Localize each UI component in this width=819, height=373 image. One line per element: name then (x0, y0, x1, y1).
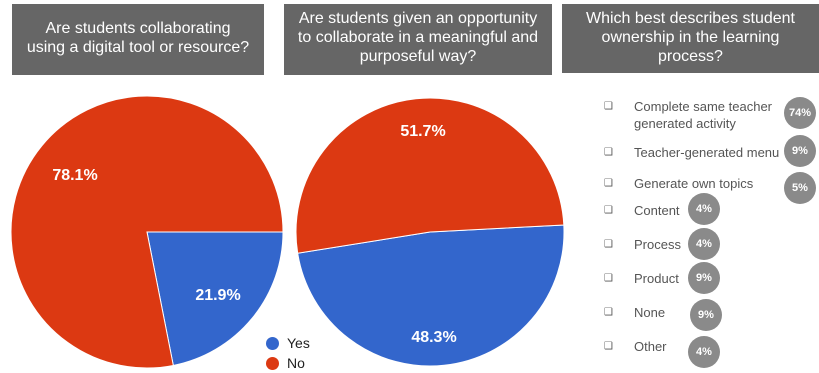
pie-slice-yes (297, 224, 565, 367)
label-line: generated activity (634, 116, 736, 131)
ownership-option-label: Generate own topics (634, 175, 753, 192)
ownership-option-label: Product (634, 270, 679, 287)
ownership-option-label: Teacher-generated menu (634, 144, 779, 161)
percentage-badge: 4% (688, 228, 720, 260)
percentage-badge: 4% (688, 336, 720, 368)
chart-title-collaborating-digital: Are students collaborating using a digit… (12, 4, 264, 75)
list-bullet-icon: ❑ (604, 205, 613, 216)
title-line: purposeful way? (359, 48, 477, 65)
title-line: Which best describes student (586, 10, 795, 27)
pie-chart-meaningful-collaboration: 48.3% 51.7% (295, 97, 565, 367)
ownership-option-label: Other (634, 338, 667, 355)
pie-data-label-no: 78.1% (52, 167, 97, 184)
percentage-badge: 74% (784, 97, 816, 129)
label-line: None (634, 305, 666, 320)
title-line: ownership in the learning (601, 29, 780, 46)
pie-data-label-no: 51.7% (400, 123, 445, 140)
legend-swatch-yes (266, 336, 279, 350)
title-line: Are students given an opportunity (298, 10, 538, 27)
legend-swatch-no (266, 356, 279, 370)
chart-title-meaningful-collaboration: Are students given an opportunity to col… (284, 4, 552, 75)
ownership-option-label: None (634, 304, 665, 321)
list-bullet-icon: ❑ (604, 101, 613, 112)
percentage-badge: 9% (784, 135, 816, 167)
label-line: Teacher-generated menu (634, 145, 780, 160)
legend-item-no: No (266, 353, 310, 373)
pie-data-label-yes: 48.3% (411, 329, 456, 346)
percentage-badge: 4% (688, 193, 720, 225)
list-bullet-icon: ❑ (604, 178, 613, 189)
pie-slice-no (295, 97, 565, 254)
chart-title-student-ownership: Which best describes student ownership i… (562, 4, 819, 73)
pie-slice-yes (146, 231, 284, 367)
title-line: process? (658, 48, 723, 65)
pie-chart-digital-tool: 21.9% 78.1% (10, 95, 284, 369)
list-bullet-icon: ❑ (604, 147, 613, 158)
title-line: to collaborate in a meaningful and (297, 29, 539, 46)
list-bullet-icon: ❑ (604, 273, 613, 284)
label-line: Content (634, 203, 680, 218)
legend-label-yes: Yes (287, 335, 310, 351)
legend: Yes No (266, 333, 310, 373)
ownership-option-label: Complete same teacher generated activity (634, 98, 772, 132)
label-line: Generate own topics (634, 176, 754, 191)
label-line: Complete same teacher (634, 99, 773, 114)
label-line: Product (634, 271, 679, 286)
legend-item-yes: Yes (266, 333, 310, 353)
pie-slice-no (10, 95, 284, 369)
title-line: using a digital tool or resource? (26, 39, 250, 56)
list-bullet-icon: ❑ (604, 239, 613, 250)
title-line: Are students collaborating (45, 20, 231, 37)
ownership-option-label: Content (634, 202, 680, 219)
percentage-badge: 9% (690, 299, 722, 331)
legend-label-no: No (287, 355, 305, 371)
percentage-badge: 5% (784, 172, 816, 204)
list-bullet-icon: ❑ (604, 307, 613, 318)
ownership-option-label: Process (634, 236, 681, 253)
label-line: Other (634, 339, 667, 354)
label-line: Process (634, 237, 681, 252)
list-bullet-icon: ❑ (604, 341, 613, 352)
pie-data-label-yes: 21.9% (195, 287, 240, 304)
percentage-badge: 9% (688, 262, 720, 294)
